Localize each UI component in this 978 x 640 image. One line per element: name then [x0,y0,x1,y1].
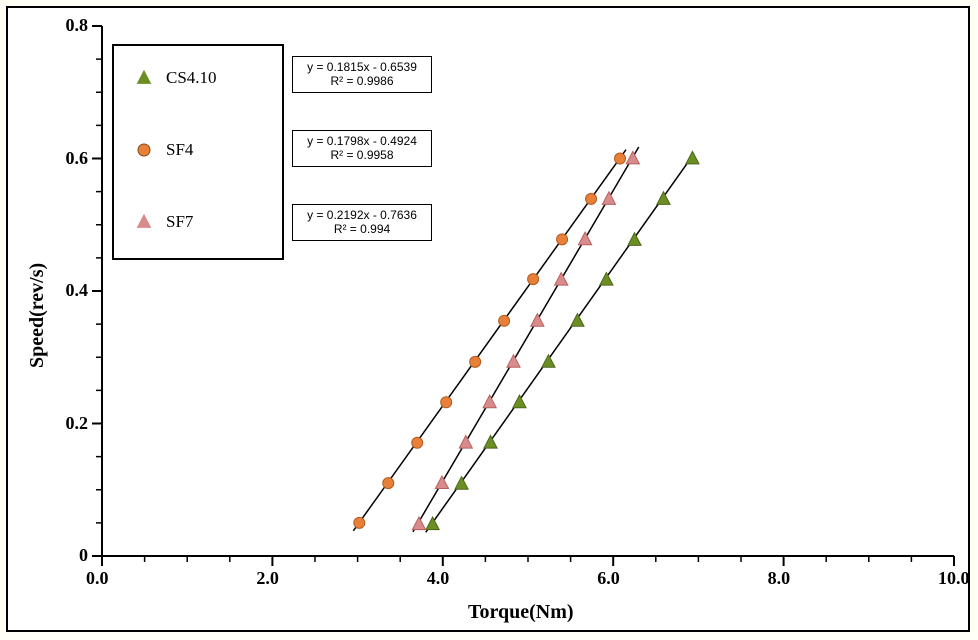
equation-line: y = 0.2192x - 0.7636 [299,208,425,222]
equation-rsq: R² = 0.9958 [299,148,425,162]
equation-box: y = 0.1815x - 0.6539R² = 0.9986 [292,56,432,93]
legend-label: SF7 [166,212,193,232]
equation-box: y = 0.1798x - 0.4924R² = 0.9958 [292,130,432,167]
y-axis-label: Speed(rev/s) [26,263,49,368]
equation-rsq: R² = 0.994 [299,222,425,236]
y-tick: 0 [79,545,88,566]
legend-label: CS4.10 [166,68,217,88]
x-tick: 6.0 [597,568,620,589]
legend-label: SF4 [166,140,193,160]
y-tick: 0.8 [66,15,89,36]
equation-rsq: R² = 0.9986 [299,74,425,88]
x-tick: 10.0 [938,568,970,589]
y-tick: 0.4 [66,280,89,301]
figure-panel: Speed(rev/s) Torque(Nm) 0.0 2.0 4.0 6.0 8.0 1… [6,6,970,632]
x-tick: 0.0 [86,568,109,589]
y-tick: 0.2 [66,413,89,434]
x-axis-label: Torque(Nm) [468,601,574,624]
y-tick: 0.6 [66,148,89,169]
x-tick: 4.0 [427,568,450,589]
equation-line: y = 0.1815x - 0.6539 [299,60,425,74]
equation-box: y = 0.2192x - 0.7636R² = 0.994 [292,204,432,241]
equation-line: y = 0.1798x - 0.4924 [299,134,425,148]
legend-box: CS4.10 SF4 SF7 [112,44,284,260]
x-tick: 8.0 [768,568,791,589]
x-tick: 2.0 [256,568,279,589]
